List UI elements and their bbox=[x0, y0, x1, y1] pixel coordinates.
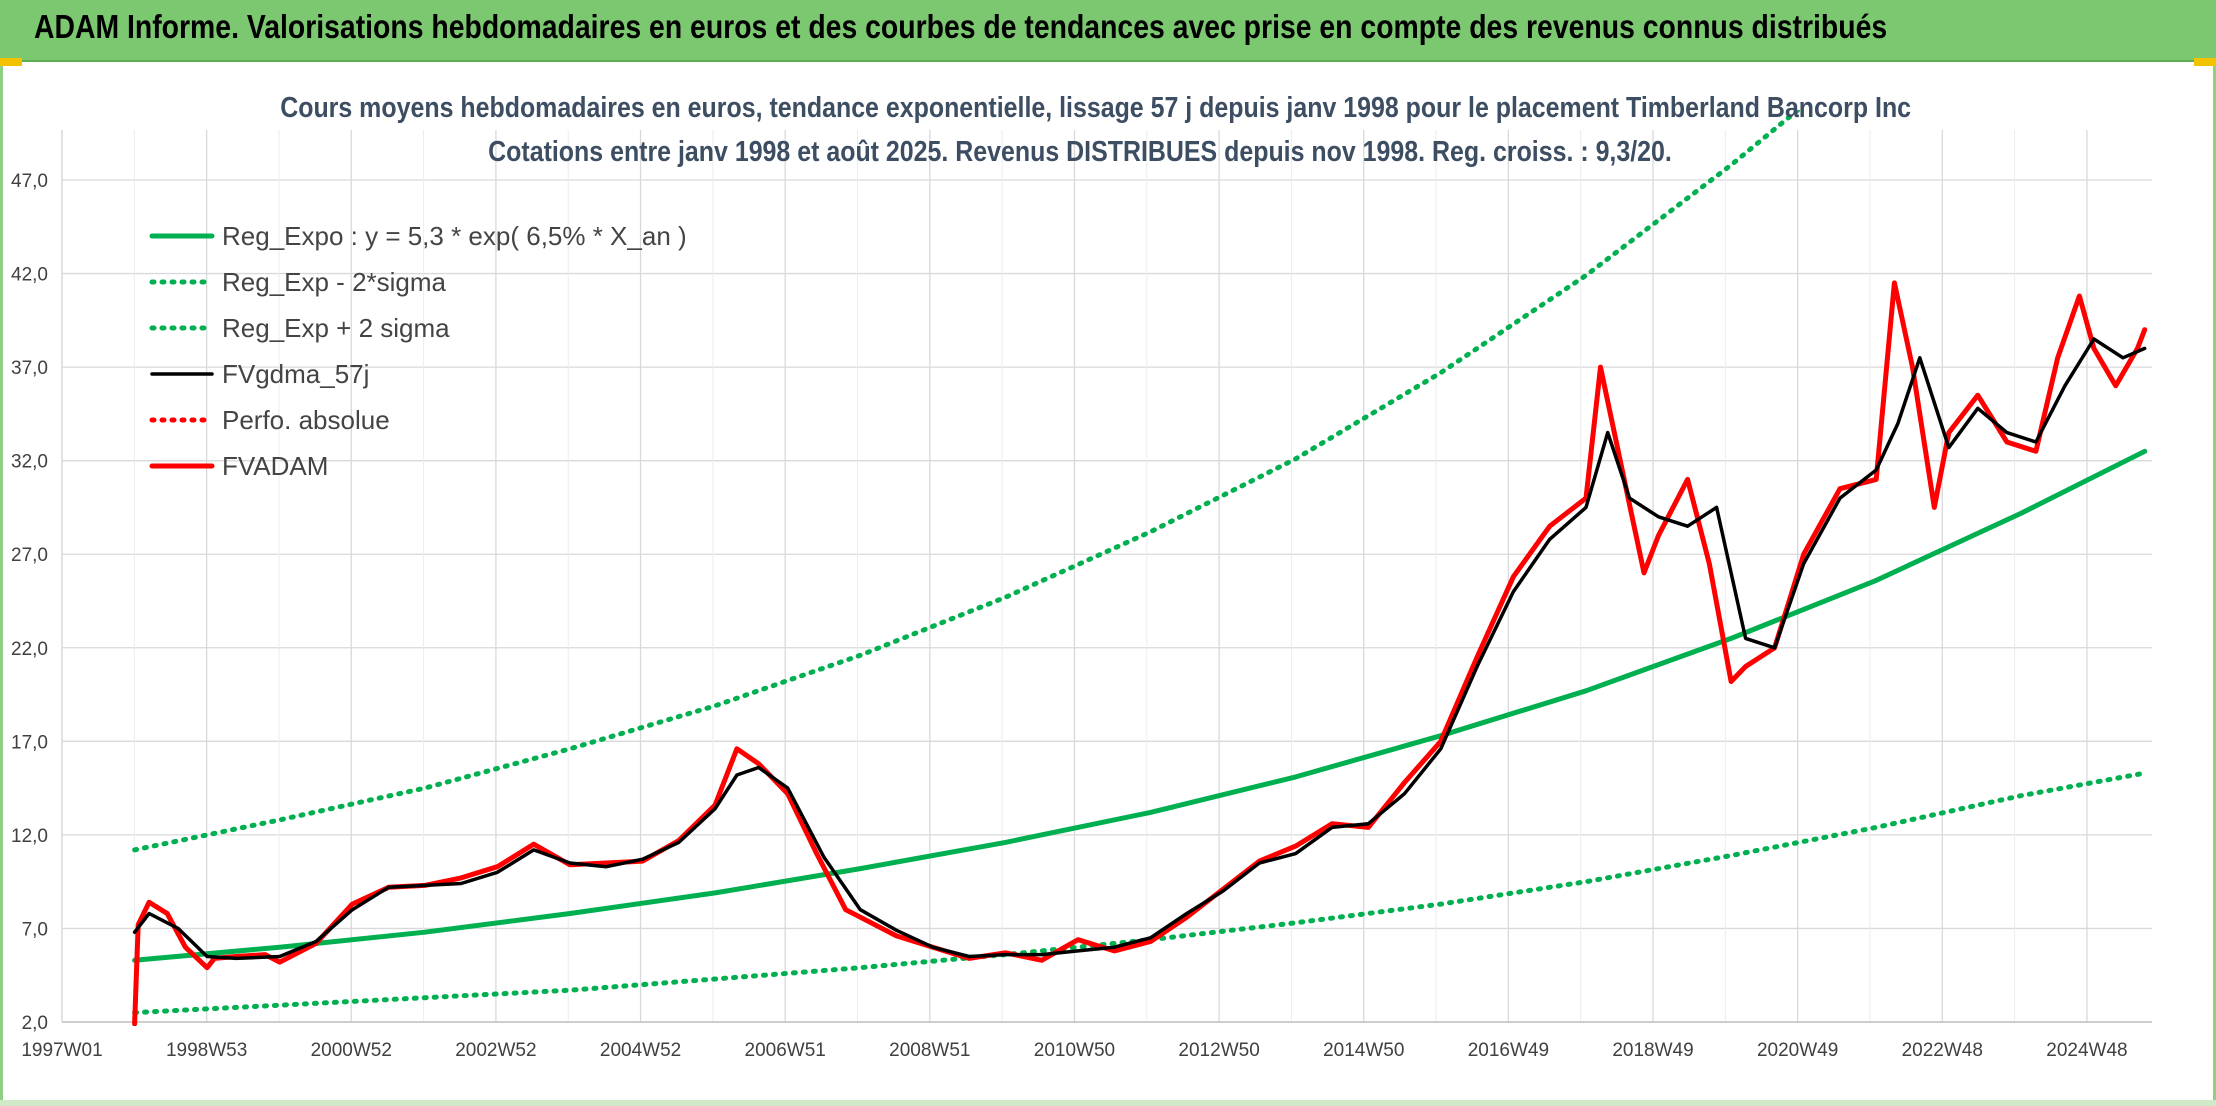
legend-label: FVgdma_57j bbox=[222, 359, 369, 389]
chart-subtitle: Cotations entre janv 1998 et août 2025. … bbox=[488, 136, 1672, 168]
x-tick-label: 2002W52 bbox=[455, 1040, 536, 1061]
x-tick-label: 2008W51 bbox=[889, 1040, 970, 1061]
price-line-fvadam bbox=[132, 280, 2148, 1026]
trend-line-minus-2sigma bbox=[132, 770, 2148, 1016]
y-tick-label: 27,0 bbox=[11, 545, 48, 566]
legend-label: Reg_Expo : y = 5,3 * exp( 6,5% * X_an ) bbox=[222, 221, 687, 251]
legend-label: FVADAM bbox=[222, 451, 328, 481]
y-tick-label: 17,0 bbox=[11, 732, 48, 753]
legend-label: Reg_Exp + 2 sigma bbox=[222, 313, 450, 343]
y-tick-label: 12,0 bbox=[11, 826, 48, 847]
x-tick-label: 2000W52 bbox=[311, 1040, 392, 1061]
x-tick-label: 2022W48 bbox=[1902, 1040, 1983, 1061]
x-tick-label: 2012W50 bbox=[1178, 1040, 1259, 1061]
legend-label: Perfo. absolue bbox=[222, 405, 390, 435]
x-tick-label: 2014W50 bbox=[1323, 1040, 1404, 1061]
x-tick-label: 2016W49 bbox=[1468, 1040, 1549, 1061]
y-tick-label: 32,0 bbox=[11, 452, 48, 473]
x-tick-label: 1998W53 bbox=[166, 1040, 247, 1061]
y-tick-label: 37,0 bbox=[11, 358, 48, 379]
bottom-border bbox=[0, 1100, 2216, 1106]
y-tick-label: 22,0 bbox=[11, 639, 48, 660]
report-title: ADAM Informe. Valorisations hebdomadaire… bbox=[34, 8, 1888, 45]
corner-marker-left bbox=[0, 58, 22, 66]
x-tick-label: 2006W51 bbox=[745, 1040, 826, 1061]
trend-line-plus-2sigma bbox=[132, 110, 1802, 853]
x-tick-label: 2018W49 bbox=[1612, 1040, 1693, 1061]
smoothed-line-57j bbox=[132, 337, 2147, 961]
x-tick-label: 1997W01 bbox=[21, 1040, 102, 1061]
chart-title: Cours moyens hebdomadaires en euros, ten… bbox=[280, 92, 1912, 124]
x-tick-label: 2024W48 bbox=[2046, 1040, 2127, 1061]
y-tick-label: 47,0 bbox=[11, 171, 48, 192]
y-tick-label: 42,0 bbox=[11, 265, 48, 286]
trend-line-regression bbox=[132, 448, 2148, 963]
x-tick-label: 2020W49 bbox=[1757, 1040, 1838, 1061]
y-tick-label: 7,0 bbox=[22, 919, 48, 940]
legend-label: Reg_Exp - 2*sigma bbox=[222, 267, 447, 297]
report-header: ADAM Informe. Valorisations hebdomadaire… bbox=[0, 0, 2216, 62]
x-tick-label: 2004W52 bbox=[600, 1040, 681, 1061]
corner-marker-right bbox=[2194, 58, 2216, 66]
y-tick-label: 2,0 bbox=[22, 1013, 48, 1034]
x-tick-label: 2010W50 bbox=[1034, 1040, 1115, 1061]
